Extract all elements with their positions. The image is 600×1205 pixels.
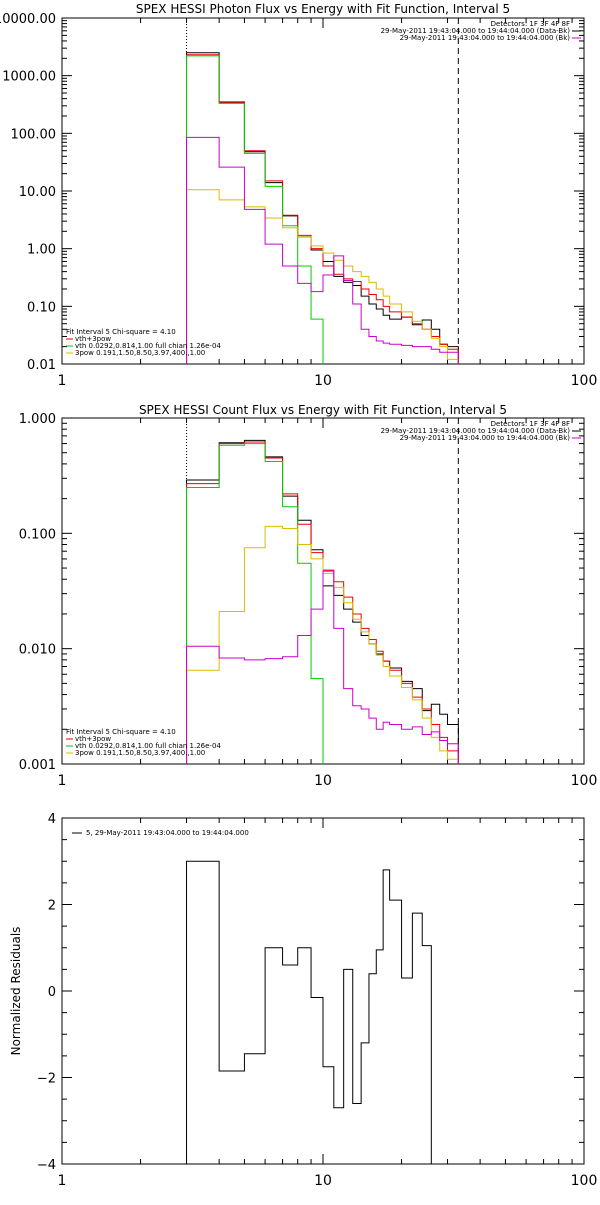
legend-entry: 29-May-2011 19:43:04.000 to 19:44:04.000…	[400, 434, 571, 442]
x-tick-label: 1	[58, 373, 67, 389]
y-tick-label: 10.00	[19, 185, 56, 200]
legend-entry: 29-May-2011 19:43:04.000 to 19:44:04.000…	[400, 34, 571, 42]
legend-entry: Detectors: 1F 3F 4F 8F	[491, 420, 570, 428]
chart-panel-1: SPEX HESSI Photon Flux vs Energy with Fi…	[0, 2, 598, 389]
plot-frame	[61, 817, 585, 1165]
legend-entry: vth+3pow	[75, 335, 111, 343]
legend-entry: 29-May-2011 19:43:04.000 to 19:44:04.000…	[381, 27, 571, 35]
y-tick-label: 0.10	[27, 300, 56, 315]
legend-entry: 5, 29-May-2011 19:43:04.000 to 19:44:04.…	[86, 829, 249, 837]
y-tick-label: 0.001	[19, 758, 56, 773]
series-step-line-2	[186, 54, 459, 364]
series-step-line-3	[186, 55, 324, 364]
legend-entry: Fit Interval 5 Chi-square = 4.10	[66, 728, 176, 736]
y-tick-label: 0.01	[27, 358, 56, 373]
legend-entry: Detectors: 1F 3F 4F 8F	[491, 20, 570, 28]
y-axis-label: Normalized Residuals	[9, 927, 23, 1056]
legend-entry: 3pow 0.191,1.50,8.50,3.97,400.,1.00	[75, 749, 205, 757]
chart-title: SPEX HESSI Count Flux vs Energy with Fit…	[139, 403, 507, 417]
legend-entry: 29-May-2011 19:43:04.000 to 19:44:04.000…	[381, 427, 571, 435]
y-tick-label: 0.100	[19, 527, 56, 542]
series-step-line-5	[186, 570, 459, 764]
series-step-line-1	[186, 860, 432, 1164]
series-step-line-3	[186, 443, 324, 764]
y-tick-label: 1000.00	[2, 70, 56, 85]
x-tick-label: 1	[58, 773, 67, 789]
chart-panel-2: SPEX HESSI Count Flux vs Energy with Fit…	[19, 403, 598, 789]
y-tick-label: 4	[48, 812, 56, 827]
x-tick-label: 1	[58, 1173, 67, 1189]
series-group	[186, 52, 459, 364]
series-step-line-2	[186, 441, 459, 764]
x-tick-label: 10	[314, 1173, 332, 1189]
y-tick-label: 100.00	[11, 127, 57, 142]
chart-title: SPEX HESSI Photon Flux vs Energy with Fi…	[136, 2, 510, 16]
y-tick-label: 10000.00	[0, 12, 56, 27]
legend-entry: vth+3pow	[75, 735, 111, 743]
x-tick-label: 100	[571, 373, 598, 389]
series-step-line-5	[186, 136, 459, 364]
legend-entry: Fit Interval 5 Chi-square = 4.10	[66, 328, 176, 336]
x-tick-label: 100	[571, 1173, 598, 1189]
series-group	[186, 439, 459, 764]
chart-panel-3: Normalized Residuals 1 10 100 −4 −2 0 2 4 5, 29-M…	[9, 812, 598, 1189]
y-tick-label: 1.000	[19, 412, 56, 427]
legend-entry: vth 0.0292,0.814,1.00 full chian 1.26e-0…	[75, 742, 221, 750]
series-step-line-4	[186, 525, 459, 764]
x-tick-label: 10	[314, 773, 332, 789]
legend-entry: vth 0.0292,0.814,1.00 full chian 1.26e-0…	[75, 342, 221, 350]
x-tick-label: 10	[314, 373, 332, 389]
y-tick-label: −4	[37, 1158, 56, 1173]
y-tick-label: 1.00	[27, 243, 56, 258]
legend-entry: 3pow 0.191,1.50,8.50,3.97,400.,1.00	[75, 349, 205, 357]
series-step-line-1	[186, 439, 459, 764]
y-tick-label: 0	[48, 985, 56, 1000]
series-step-line-1	[186, 52, 459, 364]
y-tick-label: −2	[37, 1072, 56, 1087]
series-step-line-4	[186, 189, 459, 364]
y-tick-label: 0.010	[19, 643, 56, 658]
y-tick-label: 2	[48, 899, 56, 914]
plot-frame	[61, 17, 585, 365]
series-group	[186, 860, 432, 1164]
x-tick-label: 100	[571, 773, 598, 789]
